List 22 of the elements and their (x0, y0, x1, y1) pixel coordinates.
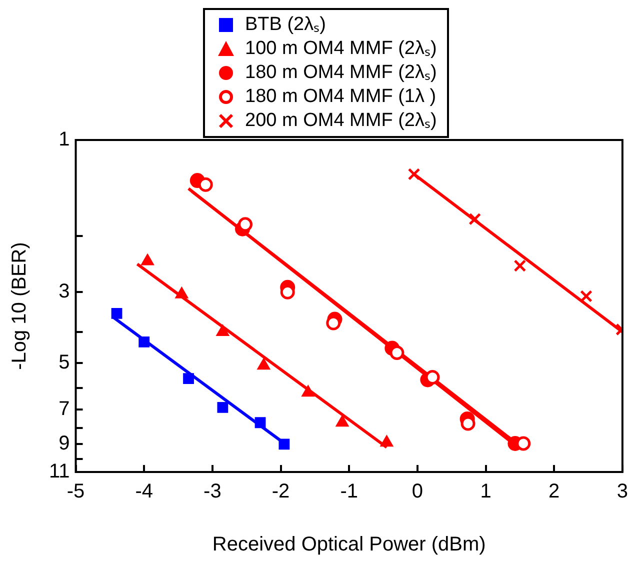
x-tick-label: 0 (412, 480, 423, 503)
x-tick-label: 3 (616, 480, 628, 503)
y-tick-label: 11 (48, 460, 70, 483)
y-axis-title: -Log 10 (BER) (8, 242, 31, 370)
legend-label: 200 m OM4 MMF (2λₛ) (245, 109, 437, 133)
legend-label: 180 m OM4 MMF (1λ ) (245, 85, 436, 109)
y-tick-label: 7 (58, 398, 70, 420)
legend-label: 100 m OM4 MMF (2λₛ) (245, 37, 437, 61)
y-tick-label: 3 (58, 280, 70, 303)
y-tick-label: 1 (58, 128, 70, 151)
x-tick-label: -1 (340, 480, 358, 503)
y-tick-label: 9 (58, 432, 70, 455)
x-axis-title: Received Optical Power (dBm) (212, 534, 486, 556)
y-tick-label: 5 (58, 351, 70, 374)
x-tick-label: 2 (548, 480, 560, 503)
legend-label: BTB (2λₛ) (245, 13, 326, 37)
legend-label: 180 m OM4 MMF (2λₛ) (245, 61, 437, 85)
x-tick-label: -4 (135, 480, 153, 503)
x-tick-label: -3 (204, 480, 222, 503)
x-tick-label: -2 (272, 480, 290, 503)
x-tick-label: -5 (66, 480, 85, 503)
x-tick-label: 1 (480, 480, 492, 503)
